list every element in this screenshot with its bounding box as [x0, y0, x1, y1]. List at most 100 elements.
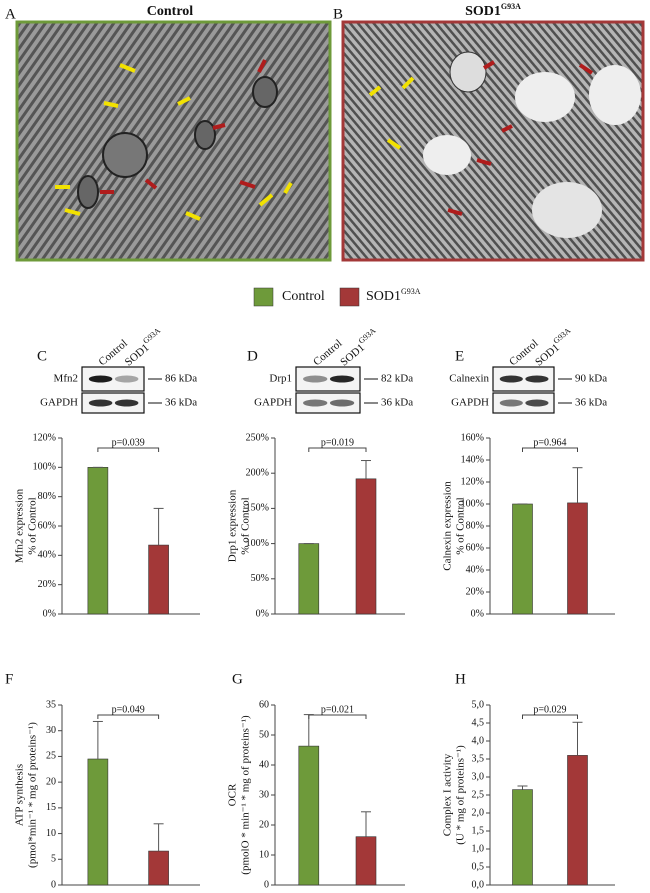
significance-bracket — [308, 714, 367, 719]
blot-band — [114, 399, 139, 407]
legend-label-sup: G93A — [401, 287, 421, 296]
bar — [298, 745, 320, 886]
y-tick-label: 150% — [246, 503, 269, 514]
y-tick-label: 0% — [256, 608, 269, 619]
panel-letter: E — [455, 348, 464, 364]
protein-label: Calnexin — [449, 373, 489, 385]
protein-label: GAPDH — [40, 397, 78, 409]
y-tick-label: 0% — [43, 608, 56, 619]
p-value: p=0.039 — [112, 437, 145, 448]
panel-letter: A — [5, 6, 16, 22]
y-tick-label: 15 — [46, 802, 56, 813]
y-axis-label: Complex I activity — [442, 753, 454, 836]
blot-band — [303, 375, 328, 383]
y-tick-label: 120% — [461, 476, 484, 487]
error-bar — [303, 714, 314, 747]
y-tick-label: 4,0 — [472, 735, 485, 746]
y-tick-label: 100% — [246, 538, 269, 549]
y-tick-label: 1,5 — [472, 825, 485, 836]
y-tick-label: 80% — [466, 520, 484, 531]
p-value: p=0.021 — [321, 704, 354, 715]
bar — [512, 503, 533, 615]
size-label: 36 kDa — [165, 397, 197, 409]
y-tick-label: 120% — [33, 432, 56, 443]
legend-label: Control — [282, 289, 325, 304]
blot-band — [329, 399, 355, 407]
y-axis-label: % of Control — [455, 497, 467, 554]
error-bar — [153, 823, 164, 852]
blot-frame — [295, 392, 361, 414]
size-label: 82 kDa — [381, 373, 413, 385]
panel-title: Control — [147, 4, 194, 19]
blot-band — [499, 399, 523, 407]
bar — [567, 755, 588, 886]
micrograph-b — [341, 20, 645, 262]
lane-label-sup: G93A — [357, 326, 378, 346]
y-tick-label: 60 — [259, 699, 269, 710]
p-value: p=0.964 — [533, 437, 566, 448]
y-tick-label: 50 — [259, 729, 269, 740]
y-tick-label: 4,5 — [472, 717, 485, 728]
panel-letter: B — [333, 6, 343, 22]
bar — [567, 502, 588, 615]
y-axis-label: % of Control — [240, 497, 252, 554]
panel-letter: D — [247, 348, 258, 364]
error-bar — [153, 507, 164, 546]
y-axis-label: ATP synthesis — [14, 764, 26, 826]
y-tick-label: 2,5 — [472, 789, 485, 800]
y-axis-label: (pmolO * min⁻¹ * mg of proteins⁻¹) — [240, 715, 252, 875]
y-tick-label: 0 — [264, 879, 269, 890]
error-bar — [92, 720, 103, 759]
protein-label: GAPDH — [254, 397, 292, 409]
p-value: p=0.049 — [112, 704, 145, 715]
y-tick-label: 200% — [246, 467, 269, 478]
y-tick-label: 0 — [51, 879, 56, 890]
bar — [355, 478, 377, 615]
y-axis-label: Calnexin expression — [442, 481, 454, 571]
panel-letter: H — [455, 671, 466, 687]
y-tick-label: 30 — [259, 789, 269, 800]
y-axis-label: Drp1 expression — [227, 489, 239, 562]
y-axis-label: (pmol*min⁻¹ * mg of proteins⁻¹) — [27, 722, 39, 868]
blot-band — [329, 375, 355, 383]
legend-label-base: SOD1 — [366, 289, 401, 304]
panel-letter: F — [5, 671, 13, 687]
panel-title-base: SOD1 — [465, 4, 501, 19]
y-tick-label: 20 — [259, 819, 269, 830]
y-tick-label: 2,0 — [472, 807, 485, 818]
p-value: p=0.019 — [321, 437, 354, 448]
blot-band — [525, 375, 549, 383]
y-tick-label: 140% — [461, 454, 484, 465]
protein-label: Mfn2 — [54, 373, 78, 385]
bar — [512, 789, 533, 886]
significance-bracket — [522, 447, 578, 452]
y-tick-label: 0,5 — [472, 861, 485, 872]
error-bar — [572, 467, 583, 503]
y-tick-label: 20% — [466, 586, 484, 597]
y-tick-label: 100% — [33, 462, 56, 473]
panel-letter: C — [37, 348, 47, 364]
error-bar — [361, 811, 371, 837]
y-tick-label: 35 — [46, 699, 56, 710]
blot-frame — [492, 392, 555, 414]
protein-label: Drp1 — [269, 373, 292, 385]
size-label: 90 kDa — [575, 373, 607, 385]
panel-title: SOD1G93A — [465, 2, 521, 19]
y-axis-label: OCR — [227, 783, 239, 806]
y-tick-label: 3,5 — [472, 753, 485, 764]
y-tick-label: 5 — [51, 854, 56, 865]
bar — [148, 850, 169, 886]
y-tick-label: 30 — [46, 725, 56, 736]
significance-bracket — [97, 447, 160, 452]
y-axis-label: % of Control — [27, 497, 39, 554]
bar — [87, 758, 109, 886]
lane-label: Control — [96, 337, 129, 368]
y-tick-label: 10 — [46, 828, 56, 839]
bar — [148, 544, 169, 615]
y-tick-label: 1,0 — [472, 843, 485, 854]
blot-band — [88, 375, 113, 383]
y-tick-label: 0,0 — [472, 879, 485, 890]
y-tick-label: 20% — [38, 579, 56, 590]
protein-label: GAPDH — [451, 397, 489, 409]
